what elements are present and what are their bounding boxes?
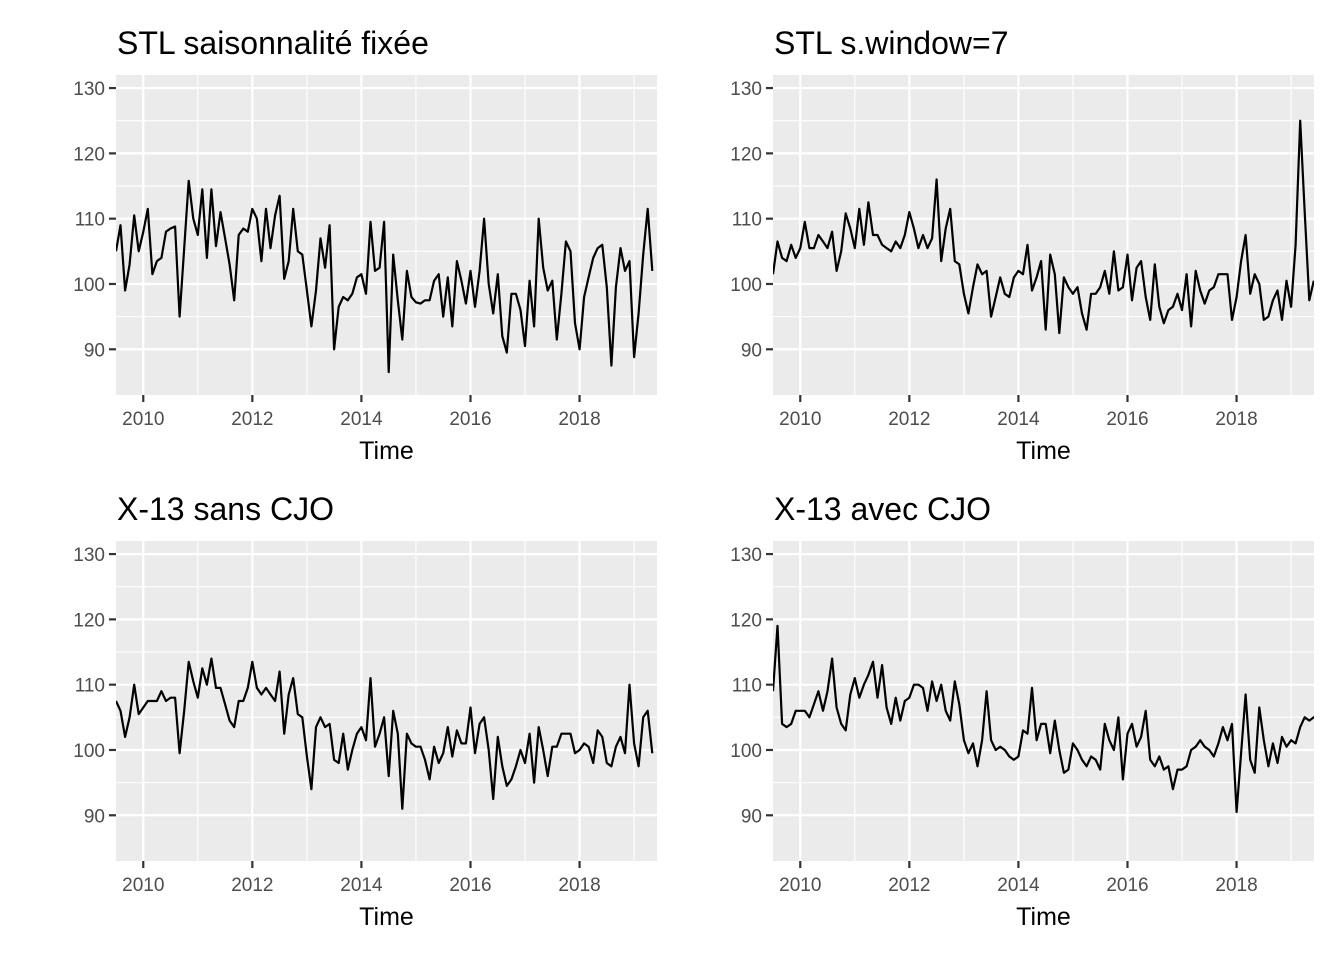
x-axis-title: Time [1016, 903, 1071, 931]
y-tick-label: 120 [730, 610, 762, 631]
y-tick-label: 90 [741, 340, 762, 361]
x-tick-label: 2016 [1106, 875, 1148, 896]
y-tick-label: 110 [732, 676, 762, 697]
chart-panel-2: STL s.window=7 90 100 110 120 130 2010 2012 2014… [730, 25, 1314, 465]
chart-title: STL saisonnalité fixée [117, 25, 429, 61]
x-tick-label: 2012 [231, 409, 273, 430]
chart-title: STL s.window=7 [774, 25, 1008, 61]
chart-panel-3: X-13 sans CJO 90 100 110 120 130 2010 2012 2014 2… [73, 491, 657, 931]
x-axis-title: Time [1016, 437, 1071, 465]
x-tick-label: 2010 [122, 409, 164, 430]
y-tick-label: 90 [84, 340, 105, 361]
x-tick-label: 2014 [997, 409, 1040, 430]
y-tick-label: 90 [84, 806, 105, 827]
chart-panel-4: X-13 avec CJO 90 100 110 120 130 2010 2012 2014 2… [730, 491, 1314, 931]
x-tick-label: 2010 [779, 875, 821, 896]
x-tick-label: 2010 [122, 875, 164, 896]
x-tick-label: 2012 [888, 409, 930, 430]
series-line [116, 657, 654, 810]
y-tick-label: 130 [730, 79, 762, 100]
plot-background [116, 541, 657, 861]
x-tick-label: 2018 [1215, 409, 1257, 430]
y-tick-label: 100 [730, 275, 762, 296]
y-tick-label: 120 [73, 144, 105, 165]
y-tick-label: 110 [75, 676, 105, 697]
x-axis-title: Time [359, 437, 414, 465]
y-tick-label: 130 [73, 79, 105, 100]
series-line [773, 119, 1314, 335]
y-tick-label: 100 [73, 275, 105, 296]
x-tick-label: 2018 [558, 409, 600, 430]
series-line [116, 179, 654, 374]
series-line [773, 624, 1314, 814]
chart-title: X-13 sans CJO [117, 491, 334, 527]
y-tick-label: 90 [741, 806, 762, 827]
x-tick-label: 2016 [449, 875, 491, 896]
chart-title: X-13 avec CJO [774, 491, 991, 527]
x-axis-title: Time [359, 903, 414, 931]
x-tick-label: 2014 [340, 875, 383, 896]
plot-background [773, 541, 1314, 861]
x-tick-label: 2018 [1215, 875, 1257, 896]
x-tick-label: 2016 [1106, 409, 1148, 430]
y-tick-label: 130 [730, 545, 762, 566]
x-tick-label: 2016 [449, 409, 491, 430]
chart-panel-1: STL saisonnalité fixée 90 100 110 120 130 2010… [73, 25, 657, 465]
plot-background [773, 75, 1314, 395]
x-tick-label: 2018 [558, 875, 600, 896]
x-tick-label: 2012 [888, 875, 930, 896]
y-tick-label: 120 [730, 144, 762, 165]
y-tick-label: 110 [75, 210, 105, 231]
y-tick-label: 100 [730, 741, 762, 762]
y-tick-label: 110 [732, 210, 762, 231]
x-tick-label: 2014 [340, 409, 383, 430]
x-tick-label: 2012 [231, 875, 273, 896]
y-tick-label: 120 [73, 610, 105, 631]
y-tick-label: 130 [73, 545, 105, 566]
y-tick-label: 100 [73, 741, 105, 762]
x-tick-label: 2010 [779, 409, 821, 430]
x-tick-label: 2014 [997, 875, 1040, 896]
